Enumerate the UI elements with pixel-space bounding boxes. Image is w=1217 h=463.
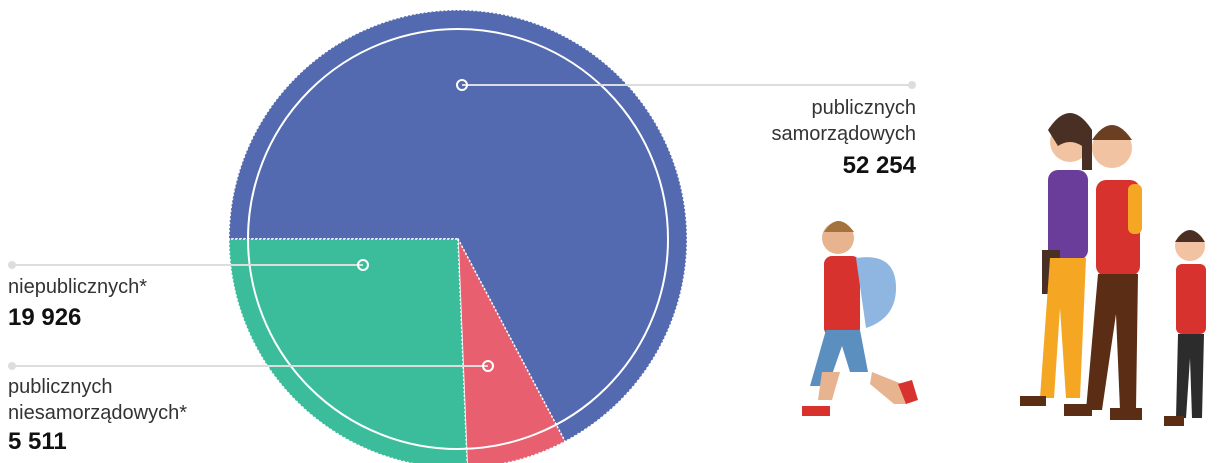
family-illustration [1020, 113, 1206, 426]
callout-end [8, 261, 16, 269]
value-label: 19 926 [8, 304, 248, 332]
category-label: publicznych samorządowych [716, 95, 916, 147]
child-illustration [802, 221, 918, 416]
category-label: niepublicznych* [8, 274, 208, 300]
category-label: publicznych niesamorządowych* [8, 374, 208, 426]
callout-end [908, 81, 916, 89]
value-label: 5 511 [8, 428, 248, 456]
value-label: 52 254 [676, 152, 916, 180]
infographic: publicznych samorządowych 52 254 publiczny… [0, 0, 1217, 463]
pie [229, 10, 687, 463]
pie-slice [229, 239, 467, 463]
callout-end [8, 362, 16, 370]
